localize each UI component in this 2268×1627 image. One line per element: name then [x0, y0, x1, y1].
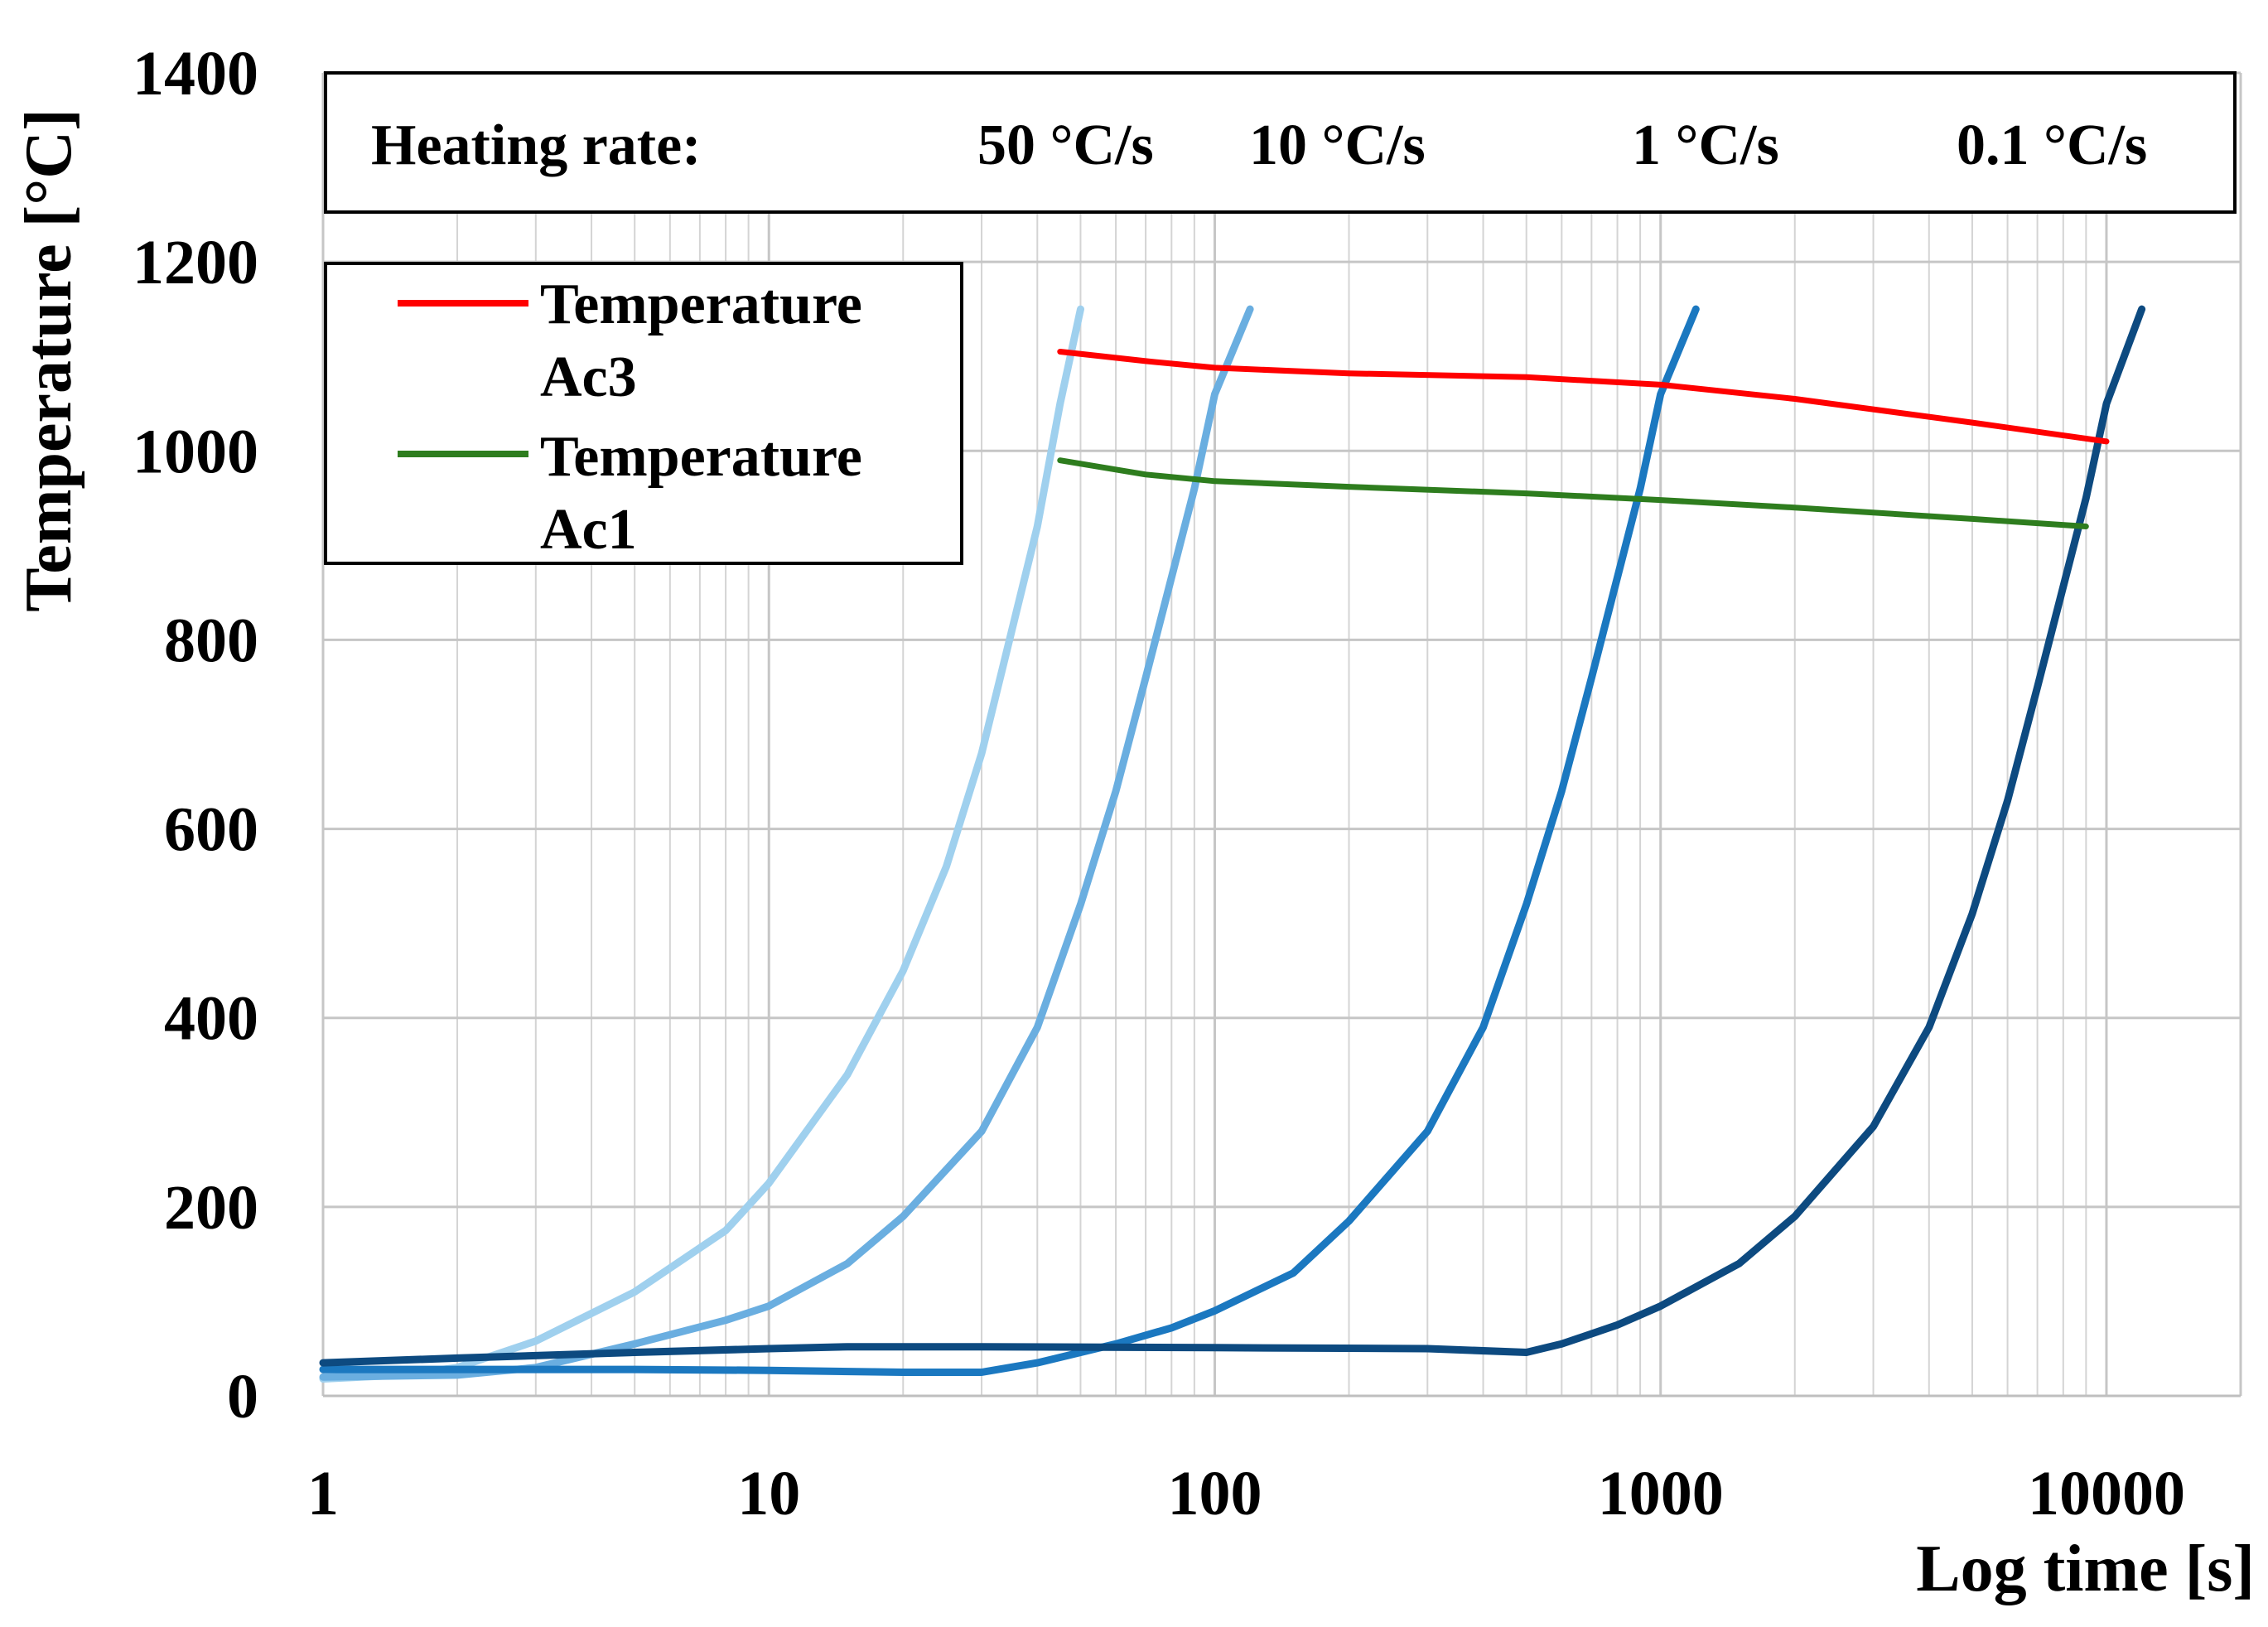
series-line-1-c-s [319, 305, 1700, 1376]
legend-label-ac3-line2: Ac3 [540, 345, 637, 409]
x-tick-label: 10000 [2028, 1459, 2185, 1528]
y-tick-label: 600 [164, 795, 258, 865]
x-tick-label: 100 [1167, 1459, 1262, 1528]
series-line-temperature-ac1 [1057, 457, 2089, 529]
y-tick-label: 1000 [133, 417, 258, 486]
y-tick-label: 400 [164, 984, 258, 1054]
banner-rate-1: 1 °C/s [1632, 113, 1779, 177]
legend-label-ac3-line1: Temperature [540, 273, 862, 336]
legend-label-ac1-line2: Ac1 [540, 498, 637, 562]
banner-rate-10: 10 °C/s [1249, 113, 1426, 177]
series-line-0-1-c-s [319, 305, 2146, 1367]
x-tick-label: 1 [307, 1459, 339, 1528]
banner-rate-0-1: 0.1 °C/s [1957, 113, 2147, 177]
legend-label-ac1-line1: Temperature [540, 425, 862, 489]
y-tick-label: 1200 [133, 228, 258, 297]
series-layer [319, 305, 2146, 1383]
banner-box [324, 71, 2237, 214]
y-tick-label: 1400 [133, 39, 258, 109]
x-tick-label: 1000 [1598, 1459, 1724, 1528]
x-tick-label: 10 [737, 1459, 800, 1528]
y-tick-label: 0 [227, 1362, 258, 1431]
series-line-temperature-ac3 [1057, 349, 2110, 445]
y-tick-label: 200 [164, 1173, 258, 1243]
series-line-50-c-s [319, 305, 1084, 1383]
y-tick-label: 800 [164, 606, 258, 675]
banner-rate-50: 50 °C/s [977, 113, 1154, 177]
x-tick-labels: 1 10 100 1000 10000 [307, 1459, 2185, 1528]
heating-rate-banner: Heating rate: 50 °C/s 10 °C/s 1 °C/s 0.1… [324, 71, 2237, 214]
legend: Temperature Ac3 Temperature Ac1 [324, 262, 963, 565]
y-tick-labels: 0 200 400 600 800 1000 1200 1400 [133, 39, 258, 1431]
legend-box [324, 262, 963, 565]
banner-label: Heating rate: [371, 113, 701, 177]
x-axis-title: Log time [s] [1916, 1533, 2255, 1605]
y-axis-title: Temperature [°C] [12, 109, 85, 611]
